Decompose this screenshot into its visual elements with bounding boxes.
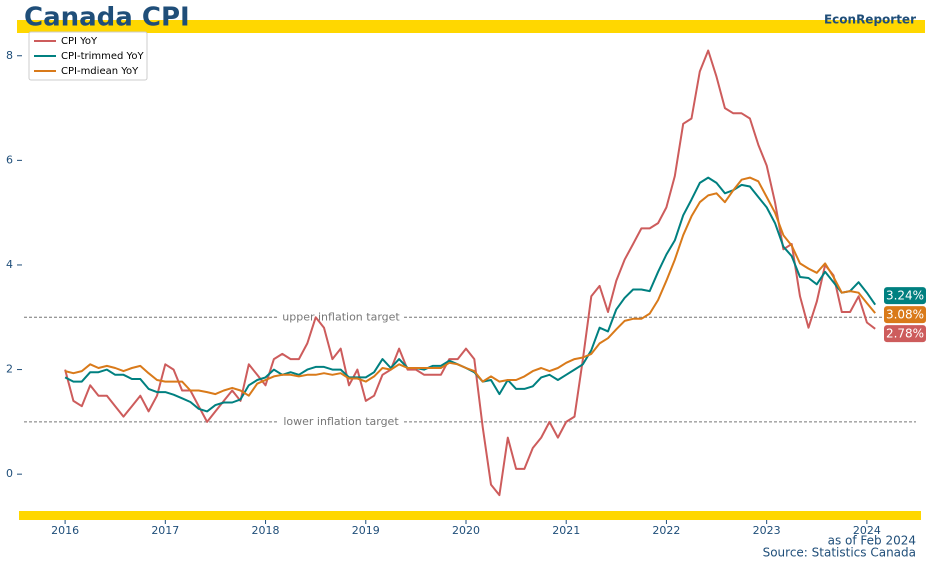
- x-tick-label: 2016: [51, 524, 79, 537]
- x-tick-label: 2023: [753, 524, 781, 537]
- top-band: [17, 20, 925, 33]
- footnote: as of Feb 2024: [828, 534, 916, 548]
- footnote: Source: Statistics Canada: [763, 546, 916, 560]
- y-tick-label: 4: [6, 258, 13, 271]
- brand: EconReporter: [824, 13, 916, 27]
- x-tick-label: 2022: [652, 524, 680, 537]
- end-label-box: [884, 325, 926, 343]
- end-label: 3.08%: [886, 308, 924, 322]
- x-tick-label: 2020: [452, 524, 480, 537]
- legend-label: CPI-trimmed YoY: [61, 51, 144, 62]
- x-tick-label: 2017: [151, 524, 179, 537]
- x-tick-label: 2018: [252, 524, 280, 537]
- series-line: [64, 176, 877, 413]
- x-tick-label: 2021: [552, 524, 580, 537]
- y-tick-label: 0: [6, 467, 13, 480]
- series-line: [64, 49, 876, 497]
- target-label: upper inflation target: [282, 310, 400, 323]
- legend-box: [28, 31, 148, 81]
- end-label: 3.24%: [886, 289, 924, 303]
- end-label-box: [884, 287, 926, 305]
- y-tick-label: 6: [6, 153, 13, 166]
- y-tick-label: 8: [6, 49, 13, 62]
- target-label-bg: [278, 310, 404, 325]
- target-label: lower inflation target: [283, 415, 399, 428]
- end-label-box: [884, 306, 926, 324]
- end-label: 2.78%: [886, 327, 924, 341]
- target-label-bg: [278, 414, 404, 429]
- series-line: [64, 176, 876, 397]
- x-tick-label: 2024: [853, 524, 881, 537]
- y-tick-label: 2: [6, 363, 13, 376]
- bottom-band: [19, 511, 921, 520]
- legend-label: CPI YoY: [61, 36, 98, 47]
- legend-label: CPI-mdiean YoY: [61, 66, 139, 77]
- legend: CPI YoY CPI-trimmed YoY CPI-mdiean YoY: [28, 31, 148, 81]
- x-tick-label: 2019: [352, 524, 380, 537]
- chart-title: Canada CPI: [24, 3, 190, 33]
